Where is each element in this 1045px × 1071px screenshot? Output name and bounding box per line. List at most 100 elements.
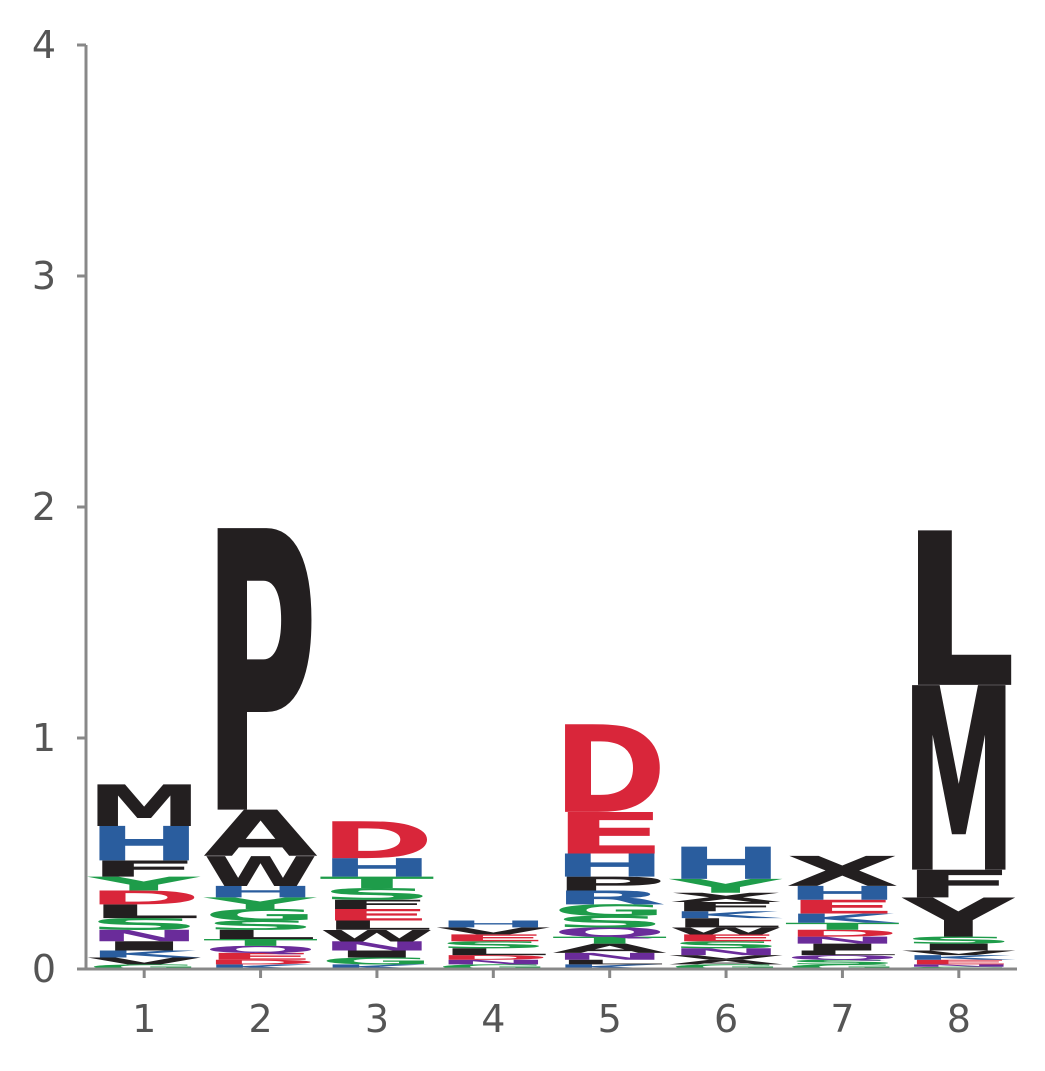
logo-letter-G: G — [669, 963, 784, 970]
x-tick-label: 6 — [714, 997, 738, 1041]
logo-letter-K: K — [669, 909, 783, 920]
logo-letter-A: A — [669, 959, 784, 966]
x-axis-ticks: 1 2 3 4 5 6 7 8 — [132, 969, 971, 1041]
x-tick-label: 2 — [248, 997, 272, 1041]
logo-letter-M: M — [87, 774, 202, 840]
logo-letter-D: D — [436, 954, 551, 961]
logo-letter-I: I — [320, 949, 435, 960]
y-tick-label: 4 — [32, 23, 56, 67]
logo-letter-H: H — [669, 838, 784, 889]
logo-letter-I: I — [87, 939, 202, 954]
logo-letter-V: V — [87, 956, 202, 967]
logo-letter-E: E — [669, 933, 784, 944]
y-tick-label: 1 — [32, 716, 56, 760]
x-tick-label: 1 — [132, 997, 156, 1041]
logo-letter-N: N — [669, 946, 784, 957]
logo-letter-A: A — [203, 797, 318, 871]
logo-letter-Q: Q — [785, 954, 900, 961]
logo-letter-E: E — [901, 959, 1016, 966]
logo-letter-H: H — [552, 848, 667, 885]
logo-letter-S: S — [87, 915, 202, 933]
logo-letter-N: N — [785, 935, 900, 946]
logo-letter-G: G — [87, 963, 202, 970]
logo-letter-Y: Y — [667, 875, 782, 897]
logo-letter-N: N — [87, 927, 202, 945]
logo-letter-V: V — [669, 954, 784, 961]
logo-letter-D: D — [552, 700, 667, 840]
logo-letter-H: H — [203, 883, 318, 901]
logo-letter-N: N — [436, 959, 551, 966]
logo-letter-P: P — [203, 453, 318, 901]
logo-letter-A: A — [552, 941, 667, 956]
logo-letter-N: N — [320, 939, 435, 954]
logo-letter-S: S — [552, 913, 667, 931]
logo-letter-R: R — [552, 887, 667, 909]
logo-letter-L: L — [901, 490, 1016, 736]
logo-letter-W: W — [203, 848, 318, 896]
logo-letter-K: K — [203, 963, 317, 970]
logo-letter-S: S — [203, 918, 318, 933]
x-tick-label: 3 — [365, 997, 389, 1041]
letter-stacks: GVKINSLDYFHMKDEQTLSGYHWAPKGINWLEFSTHDGND… — [86, 453, 1017, 970]
logo-letter-N: N — [901, 964, 1016, 968]
logo-letter-L: L — [669, 916, 784, 931]
logo-letter-E: E — [320, 906, 435, 924]
y-tick-label: 3 — [32, 254, 56, 298]
logo-letter-H: H — [87, 817, 202, 872]
logo-letter-K: K — [552, 963, 666, 970]
logo-letter-D: D — [320, 811, 435, 870]
logo-letter-L: L — [320, 918, 435, 933]
logo-letter-S: S — [320, 885, 435, 903]
logo-letter-K: K — [901, 954, 1015, 961]
logo-letter-S: S — [436, 939, 551, 950]
logo-letter-F: F — [320, 897, 435, 912]
logo-letter-T: T — [203, 937, 318, 948]
logo-letter-W: W — [320, 927, 435, 946]
logo-letter-T: T — [552, 935, 667, 946]
logo-letter-D: D — [87, 887, 202, 909]
logo-letter-Y: Y — [900, 887, 1016, 949]
logo-letter-K: K — [785, 911, 899, 926]
logo-letter-P: P — [552, 873, 667, 895]
logo-letter-L: L — [436, 946, 551, 957]
logo-letter-Q: Q — [552, 925, 667, 940]
logo-letter-H: H — [320, 853, 435, 882]
logo-letter-H: H — [785, 882, 900, 904]
logo-letter-G: G — [203, 906, 318, 924]
logo-position-8: GNEKVISYFML — [900, 490, 1016, 970]
logo-letter-N: N — [552, 951, 667, 962]
logo-letter-M: M — [901, 635, 1016, 930]
logo-letter-L: L — [87, 901, 202, 923]
logo-letter-X: X — [669, 890, 784, 905]
logo-letter-S: S — [785, 958, 900, 965]
logo-letter-D: D — [203, 959, 318, 966]
logo-letter-G: G — [785, 963, 900, 970]
logo-letter-E: E — [436, 933, 551, 944]
logo-letter-F: F — [87, 856, 202, 882]
logo-letter-K: K — [320, 963, 434, 970]
logo-letter-G: G — [552, 901, 667, 919]
logo-letter-K: K — [87, 949, 201, 960]
logo-letter-V: V — [436, 926, 551, 937]
logo-letter-D: D — [785, 928, 900, 939]
logo-letter-T: T — [320, 874, 435, 892]
logo-letter-S: S — [901, 935, 1016, 946]
logo-letter-T: T — [785, 921, 900, 932]
x-tick-label: 5 — [598, 997, 622, 1041]
logo-letter-E: E — [203, 951, 318, 962]
x-tick-label: 4 — [481, 997, 505, 1041]
x-tick-label: 7 — [830, 997, 854, 1041]
logo-letter-V: V — [901, 949, 1016, 956]
logo-letter-I: I — [785, 942, 900, 953]
logo-letter-E: E — [552, 801, 667, 867]
logo-letter-E: E — [785, 896, 900, 918]
x-tick-label: 8 — [947, 997, 971, 1041]
